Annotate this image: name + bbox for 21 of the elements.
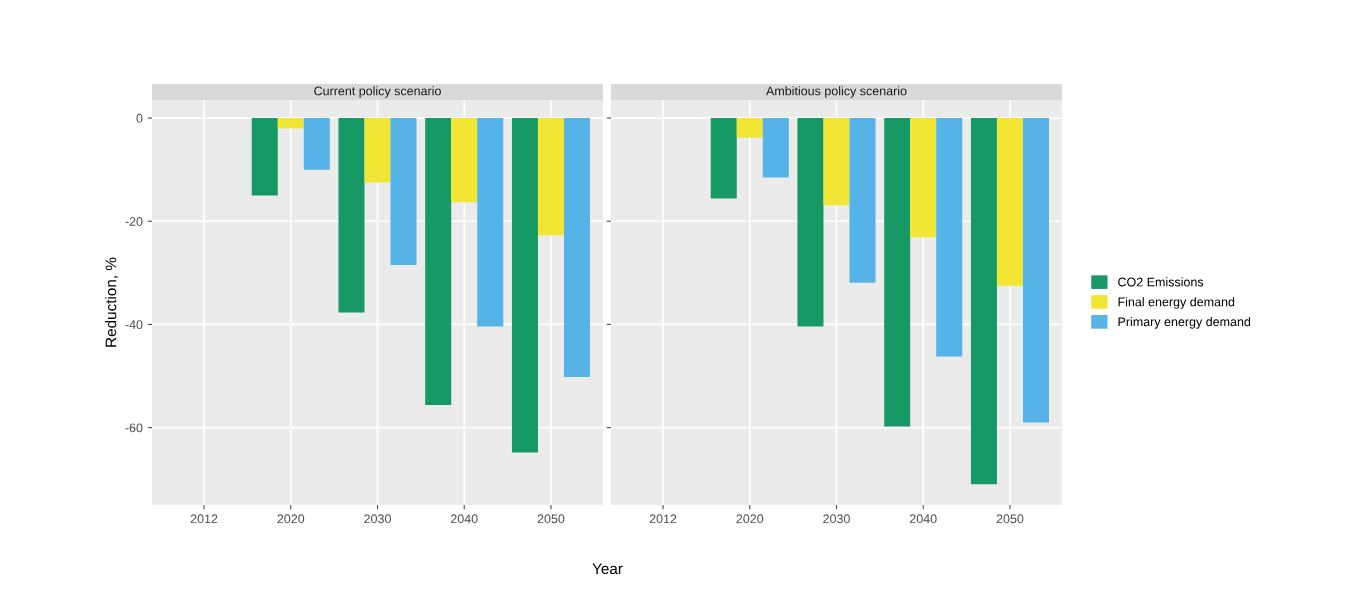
chart-title: Ambitious policy scenario — [766, 86, 907, 98]
x-tick-label: 2030 — [364, 514, 391, 524]
x-axis-title: Year — [592, 563, 623, 575]
x-tick-label: 2020 — [277, 514, 305, 524]
y-tick-label: -40 — [125, 320, 143, 330]
legend-label: CO2 Emissions — [1118, 277, 1204, 287]
x-tick-label: 2030 — [823, 514, 850, 524]
y-axis-title: Reduction, % — [105, 257, 119, 347]
x-tick-label: 2050 — [537, 514, 565, 524]
y-tick-label: 0 — [136, 113, 143, 123]
y-tick-label: -20 — [125, 217, 143, 226]
chart-title: Current policy scenario — [314, 86, 441, 98]
y-tick-label: -60 — [125, 423, 143, 433]
x-tick-label: 2050 — [996, 514, 1024, 524]
x-tick-label: 2012 — [649, 514, 677, 524]
x-tick-label: 2012 — [190, 514, 218, 524]
x-tick-label: 2020 — [736, 514, 764, 524]
legend-label: Primary energy demand — [1118, 317, 1251, 329]
x-tick-label: 2040 — [450, 514, 478, 524]
legend-label: Final energy demand — [1118, 297, 1235, 309]
x-tick-label: 2040 — [909, 514, 937, 524]
